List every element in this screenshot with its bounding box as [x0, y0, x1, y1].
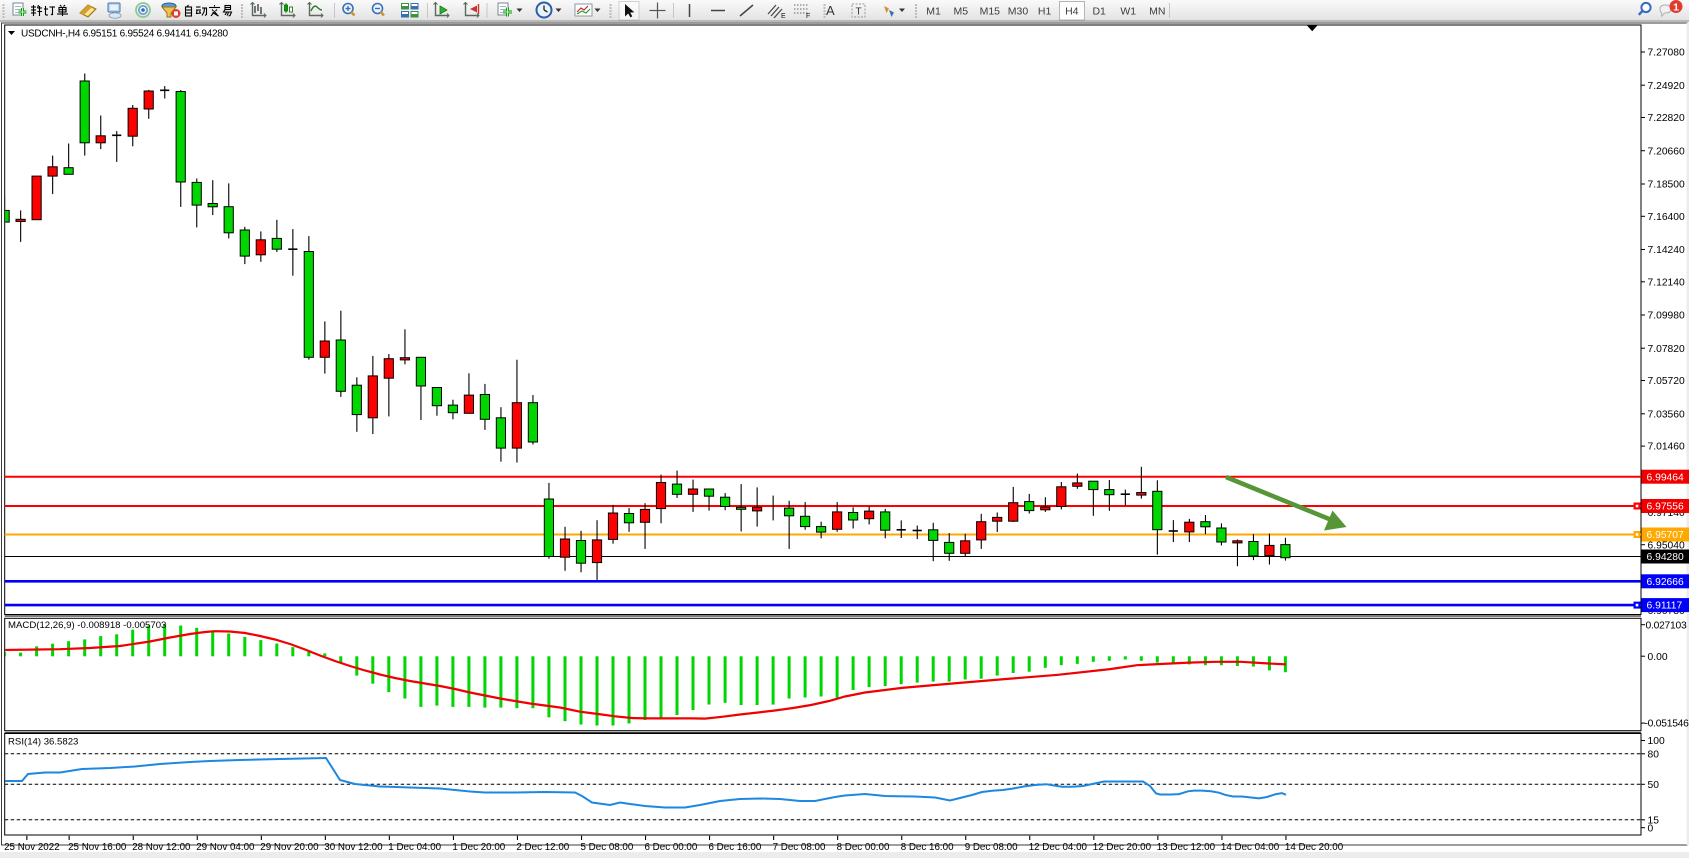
svg-text:30 Nov 12:00: 30 Nov 12:00: [324, 842, 383, 853]
svg-text:6.97140: 6.97140: [1648, 508, 1685, 519]
svg-text:14 Dec 20:00: 14 Dec 20:00: [1285, 842, 1344, 853]
svg-text:6.99464: 6.99464: [1647, 472, 1684, 483]
svg-text:7.07820: 7.07820: [1648, 344, 1685, 355]
svg-text:7.16400: 7.16400: [1648, 212, 1685, 223]
svg-text:25 Nov 16:00: 25 Nov 16:00: [68, 842, 127, 853]
svg-text:7 Dec 08:00: 7 Dec 08:00: [773, 842, 826, 853]
svg-text:15: 15: [1648, 815, 1660, 826]
svg-text:29 Nov 04:00: 29 Nov 04:00: [196, 842, 255, 853]
svg-text:E: E: [781, 13, 786, 20]
svg-text:6.95040: 6.95040: [1648, 540, 1685, 551]
svg-text:7.09980: 7.09980: [1648, 311, 1685, 322]
svg-text:H1: H1: [1038, 6, 1052, 18]
svg-text:7.27080: 7.27080: [1648, 48, 1685, 59]
svg-text:13 Dec 12:00: 13 Dec 12:00: [1157, 842, 1216, 853]
svg-text:28 Nov 12:00: 28 Nov 12:00: [132, 842, 191, 853]
svg-text:100: 100: [1648, 736, 1665, 747]
svg-text:7.20660: 7.20660: [1648, 146, 1685, 157]
svg-text:7.12140: 7.12140: [1648, 277, 1685, 288]
svg-text:7.18500: 7.18500: [1648, 180, 1685, 191]
svg-text:8 Dec 16:00: 8 Dec 16:00: [901, 842, 954, 853]
svg-text:0.00: 0.00: [1648, 652, 1668, 663]
svg-text:50: 50: [1648, 780, 1660, 791]
svg-text:0.027103: 0.027103: [1646, 620, 1687, 631]
svg-text:12 Dec 04:00: 12 Dec 04:00: [1029, 842, 1088, 853]
svg-text:6 Dec 16:00: 6 Dec 16:00: [709, 842, 762, 853]
svg-text:1 Dec 20:00: 1 Dec 20:00: [452, 842, 505, 853]
svg-text:25 Nov 2022: 25 Nov 2022: [4, 842, 60, 853]
svg-text:1: 1: [1673, 2, 1679, 14]
svg-text:29 Nov 20:00: 29 Nov 20:00: [260, 842, 319, 853]
svg-text:F: F: [806, 13, 810, 20]
svg-text:14 Dec 04:00: 14 Dec 04:00: [1221, 842, 1280, 853]
svg-text:6.92666: 6.92666: [1647, 577, 1684, 588]
svg-text:H4: H4: [1065, 6, 1079, 18]
svg-text:M5: M5: [954, 6, 969, 18]
svg-text:9 Dec 08:00: 9 Dec 08:00: [965, 842, 1018, 853]
svg-text:6.97556: 6.97556: [1647, 502, 1684, 513]
svg-text:7.24920: 7.24920: [1648, 81, 1685, 92]
svg-text:M1: M1: [926, 6, 941, 18]
svg-text:7.01460: 7.01460: [1648, 442, 1685, 453]
svg-text:6.91117: 6.91117: [1647, 601, 1683, 612]
svg-text:M15: M15: [980, 6, 1001, 18]
svg-text:6.94280: 6.94280: [1647, 552, 1684, 563]
svg-text:USDCNH-,H4 6.95151 6.95524 6.: USDCNH-,H4 6.95151 6.95524 6.94141 6.942…: [21, 29, 229, 40]
svg-text:6.95707: 6.95707: [1647, 530, 1684, 541]
svg-text:8 Dec 00:00: 8 Dec 00:00: [837, 842, 890, 853]
svg-text:RSI(14) 36.5823: RSI(14) 36.5823: [8, 737, 78, 748]
svg-text:7.22820: 7.22820: [1648, 113, 1685, 124]
svg-text:A: A: [826, 3, 835, 18]
svg-text:T: T: [856, 7, 862, 18]
svg-text:12 Dec 20:00: 12 Dec 20:00: [1093, 842, 1152, 853]
svg-text:W1: W1: [1120, 6, 1136, 18]
svg-text:7.03560: 7.03560: [1648, 409, 1685, 420]
svg-text:80: 80: [1648, 749, 1660, 760]
svg-text:MN: MN: [1149, 6, 1165, 18]
svg-text:7.05720: 7.05720: [1648, 376, 1685, 387]
svg-text:2 Dec 12:00: 2 Dec 12:00: [516, 842, 569, 853]
svg-text:1 Dec 04:00: 1 Dec 04:00: [388, 842, 441, 853]
svg-text:MACD(12,26,9) -0.008918 -0.005: MACD(12,26,9) -0.008918 -0.005703: [8, 620, 166, 631]
svg-text:5 Dec 08:00: 5 Dec 08:00: [581, 842, 634, 853]
svg-text:-0.051546: -0.051546: [1645, 719, 1689, 730]
svg-text:7.14240: 7.14240: [1648, 245, 1685, 256]
svg-text:D1: D1: [1092, 6, 1106, 18]
svg-text:0: 0: [1648, 823, 1654, 834]
svg-text:6 Dec 00:00: 6 Dec 00:00: [645, 842, 698, 853]
svg-text:M30: M30: [1008, 6, 1029, 18]
